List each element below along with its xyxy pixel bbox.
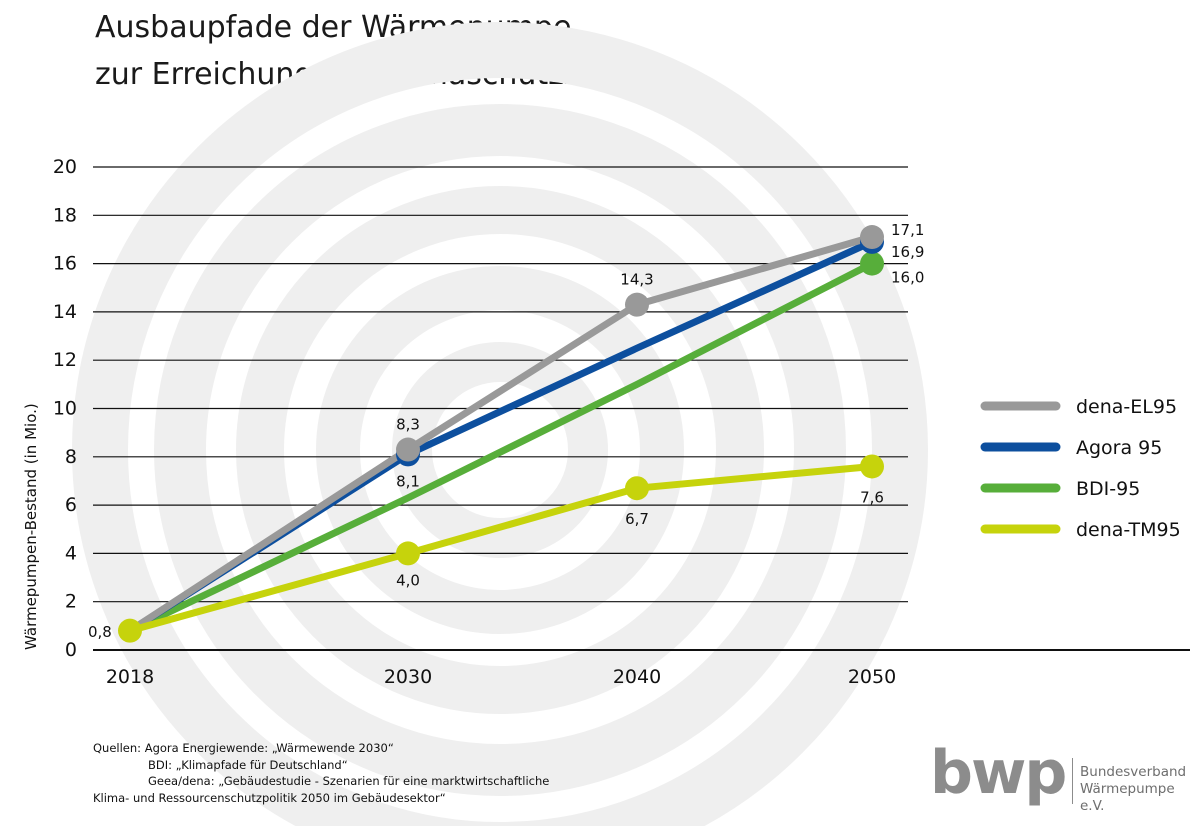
- y-tick-20: 20: [53, 156, 77, 178]
- x-axis-ticks: 2018 2030 2040 2050: [106, 666, 896, 688]
- y-tick-18: 18: [53, 204, 77, 226]
- x-tick-2040: 2040: [613, 666, 661, 688]
- source-geea-dena: Geea/dena: „Gebäudestudie - Szenarien fü…: [148, 774, 550, 788]
- sources-note: Quellen: Agora Energiewende: „Wärmewende…: [93, 740, 549, 806]
- legend-label-BDI-95: BDI-95: [1076, 478, 1140, 500]
- y-axis-label: Wärmepumpen-Bestand (in Mio.): [22, 403, 40, 650]
- data-label-Agora 95-2030: 8,1: [396, 472, 420, 490]
- legend-label-dena-EL95: dena-EL95: [1076, 396, 1177, 418]
- marker-dena-EL95-2030: [396, 437, 420, 462]
- logo-text-line-1: Bundesverband: [1080, 764, 1187, 780]
- marker-dena-TM95-2040: [625, 476, 649, 501]
- y-tick-2: 2: [65, 591, 77, 613]
- logo-text-line-2: Wärmepumpe e.V.: [1080, 781, 1175, 814]
- source-bdi: BDI: „Klimapfade für Deutschland“: [148, 757, 348, 772]
- sources-prefix: Quellen:: [93, 741, 142, 755]
- y-tick-12: 12: [53, 349, 77, 371]
- series-line-dena-EL95: [126, 233, 876, 635]
- legend-label-dena-TM95: dena-TM95: [1076, 519, 1181, 541]
- bwp-logo-mark: bwp: [930, 738, 1067, 808]
- y-axis-ticks: 0 2 4 6 8 10 12 14 16 18 20: [53, 156, 77, 661]
- watermark-ring-3: [236, 186, 764, 714]
- y-tick-16: 16: [53, 253, 77, 275]
- watermark-ring-4: [316, 266, 684, 634]
- logo-text: Bundesverband Wärmepumpe e.V.: [1080, 764, 1190, 815]
- series-markers: [118, 225, 884, 643]
- watermark-ring-2: [154, 104, 846, 796]
- y-tick-10: 10: [53, 398, 77, 420]
- marker-dena-EL95-2040: [625, 292, 649, 317]
- data-label-BDI-95-2050: 16,0: [891, 269, 924, 287]
- x-tick-2050: 2050: [848, 666, 896, 688]
- chart-legend: dena-EL95 Agora 95 BDI-95 dena-TM95: [980, 396, 1181, 541]
- marker-dena-EL95-2050: [860, 225, 884, 250]
- data-label-dena-EL95-2050: 17,1: [891, 221, 924, 239]
- y-tick-14: 14: [53, 301, 77, 323]
- watermark-ring-1: [72, 22, 928, 826]
- y-tick-0: 0: [65, 639, 77, 661]
- marker-BDI-95-2050: [860, 251, 884, 276]
- data-label-dena-TM95-2030: 4,0: [396, 571, 420, 589]
- bwp-logo: bwp Bundesverband Wärmepumpe e.V.: [930, 738, 1190, 815]
- start-value-label: 0,8: [88, 623, 112, 641]
- data-label-Agora 95-2050: 16,9: [891, 243, 924, 261]
- marker-dena-TM95-2050: [860, 454, 884, 479]
- source-geea-dena-cont: Klima- und Ressourcenschutzpolitik 2050 …: [93, 790, 446, 805]
- data-label-dena-TM95-2040: 6,7: [625, 510, 649, 528]
- y-tick-4: 4: [65, 542, 77, 564]
- legend-label-Agora 95: Agora 95: [1076, 437, 1162, 459]
- logo-divider: [1072, 758, 1073, 804]
- data-label-dena-EL95-2030: 8,3: [396, 416, 420, 434]
- y-tick-8: 8: [65, 446, 77, 468]
- marker-dena-TM95-2030: [396, 541, 420, 566]
- series-lines: [126, 233, 876, 635]
- data-label-dena-TM95-2050: 7,6: [860, 488, 884, 506]
- series-line-dena-TM95: [126, 462, 876, 635]
- y-tick-6: 6: [65, 494, 77, 516]
- source-agora: Agora Energiewende: „Wärmewende 2030“: [144, 741, 394, 755]
- series-line-BDI-95: [126, 260, 876, 635]
- marker-dena-TM95-2018: [118, 618, 142, 643]
- data-label-dena-EL95-2040: 14,3: [620, 271, 653, 289]
- data-labels: 8,3 14,3 17,1 8,1 16,9 16,0 4,0 6,7 7,6: [396, 221, 924, 589]
- x-tick-2018: 2018: [106, 666, 154, 688]
- x-tick-2030: 2030: [384, 666, 432, 688]
